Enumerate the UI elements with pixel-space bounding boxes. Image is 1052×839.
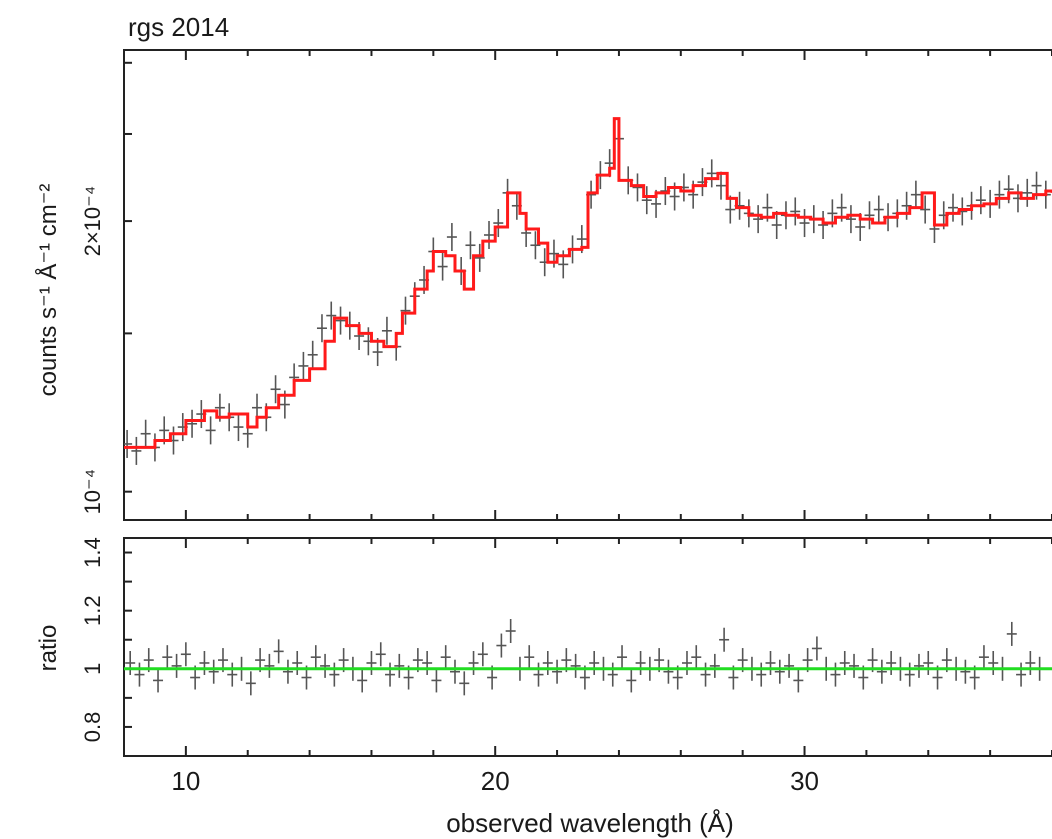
y-tick-label: 10⁻⁴	[80, 469, 105, 515]
x-axis-label: observed wavelength (Å)	[446, 808, 734, 838]
spectrum-panel: 10⁻⁴ 2×10⁻⁴	[80, 49, 1052, 521]
y-tick-label: 1	[80, 663, 105, 675]
bottom-y-axis-label: ratio	[35, 625, 62, 672]
ratio-frame	[123, 537, 1052, 757]
y-tick-label: 1.2	[80, 595, 105, 626]
x-tick-label: 30	[790, 766, 819, 796]
ratio-plot-area	[124, 619, 1052, 696]
ratio-panel: 10 20 30 0.8 1 1.2 1.4	[80, 537, 1052, 796]
top-y-axis-label: counts s⁻¹ Å⁻¹ cm⁻²	[34, 184, 62, 397]
x-tick-label: 20	[481, 766, 510, 796]
spectrum-plot-area	[124, 117, 1052, 465]
chart-title: rgs 2014	[128, 12, 229, 42]
y-tick-label: 0.8	[80, 712, 105, 743]
y-tick-label: 2×10⁻⁴	[80, 186, 105, 257]
model-line	[124, 117, 1052, 449]
x-tick-label: 10	[171, 766, 200, 796]
y-tick-label: 1.4	[80, 537, 105, 568]
spectrum-frame	[123, 49, 1052, 521]
